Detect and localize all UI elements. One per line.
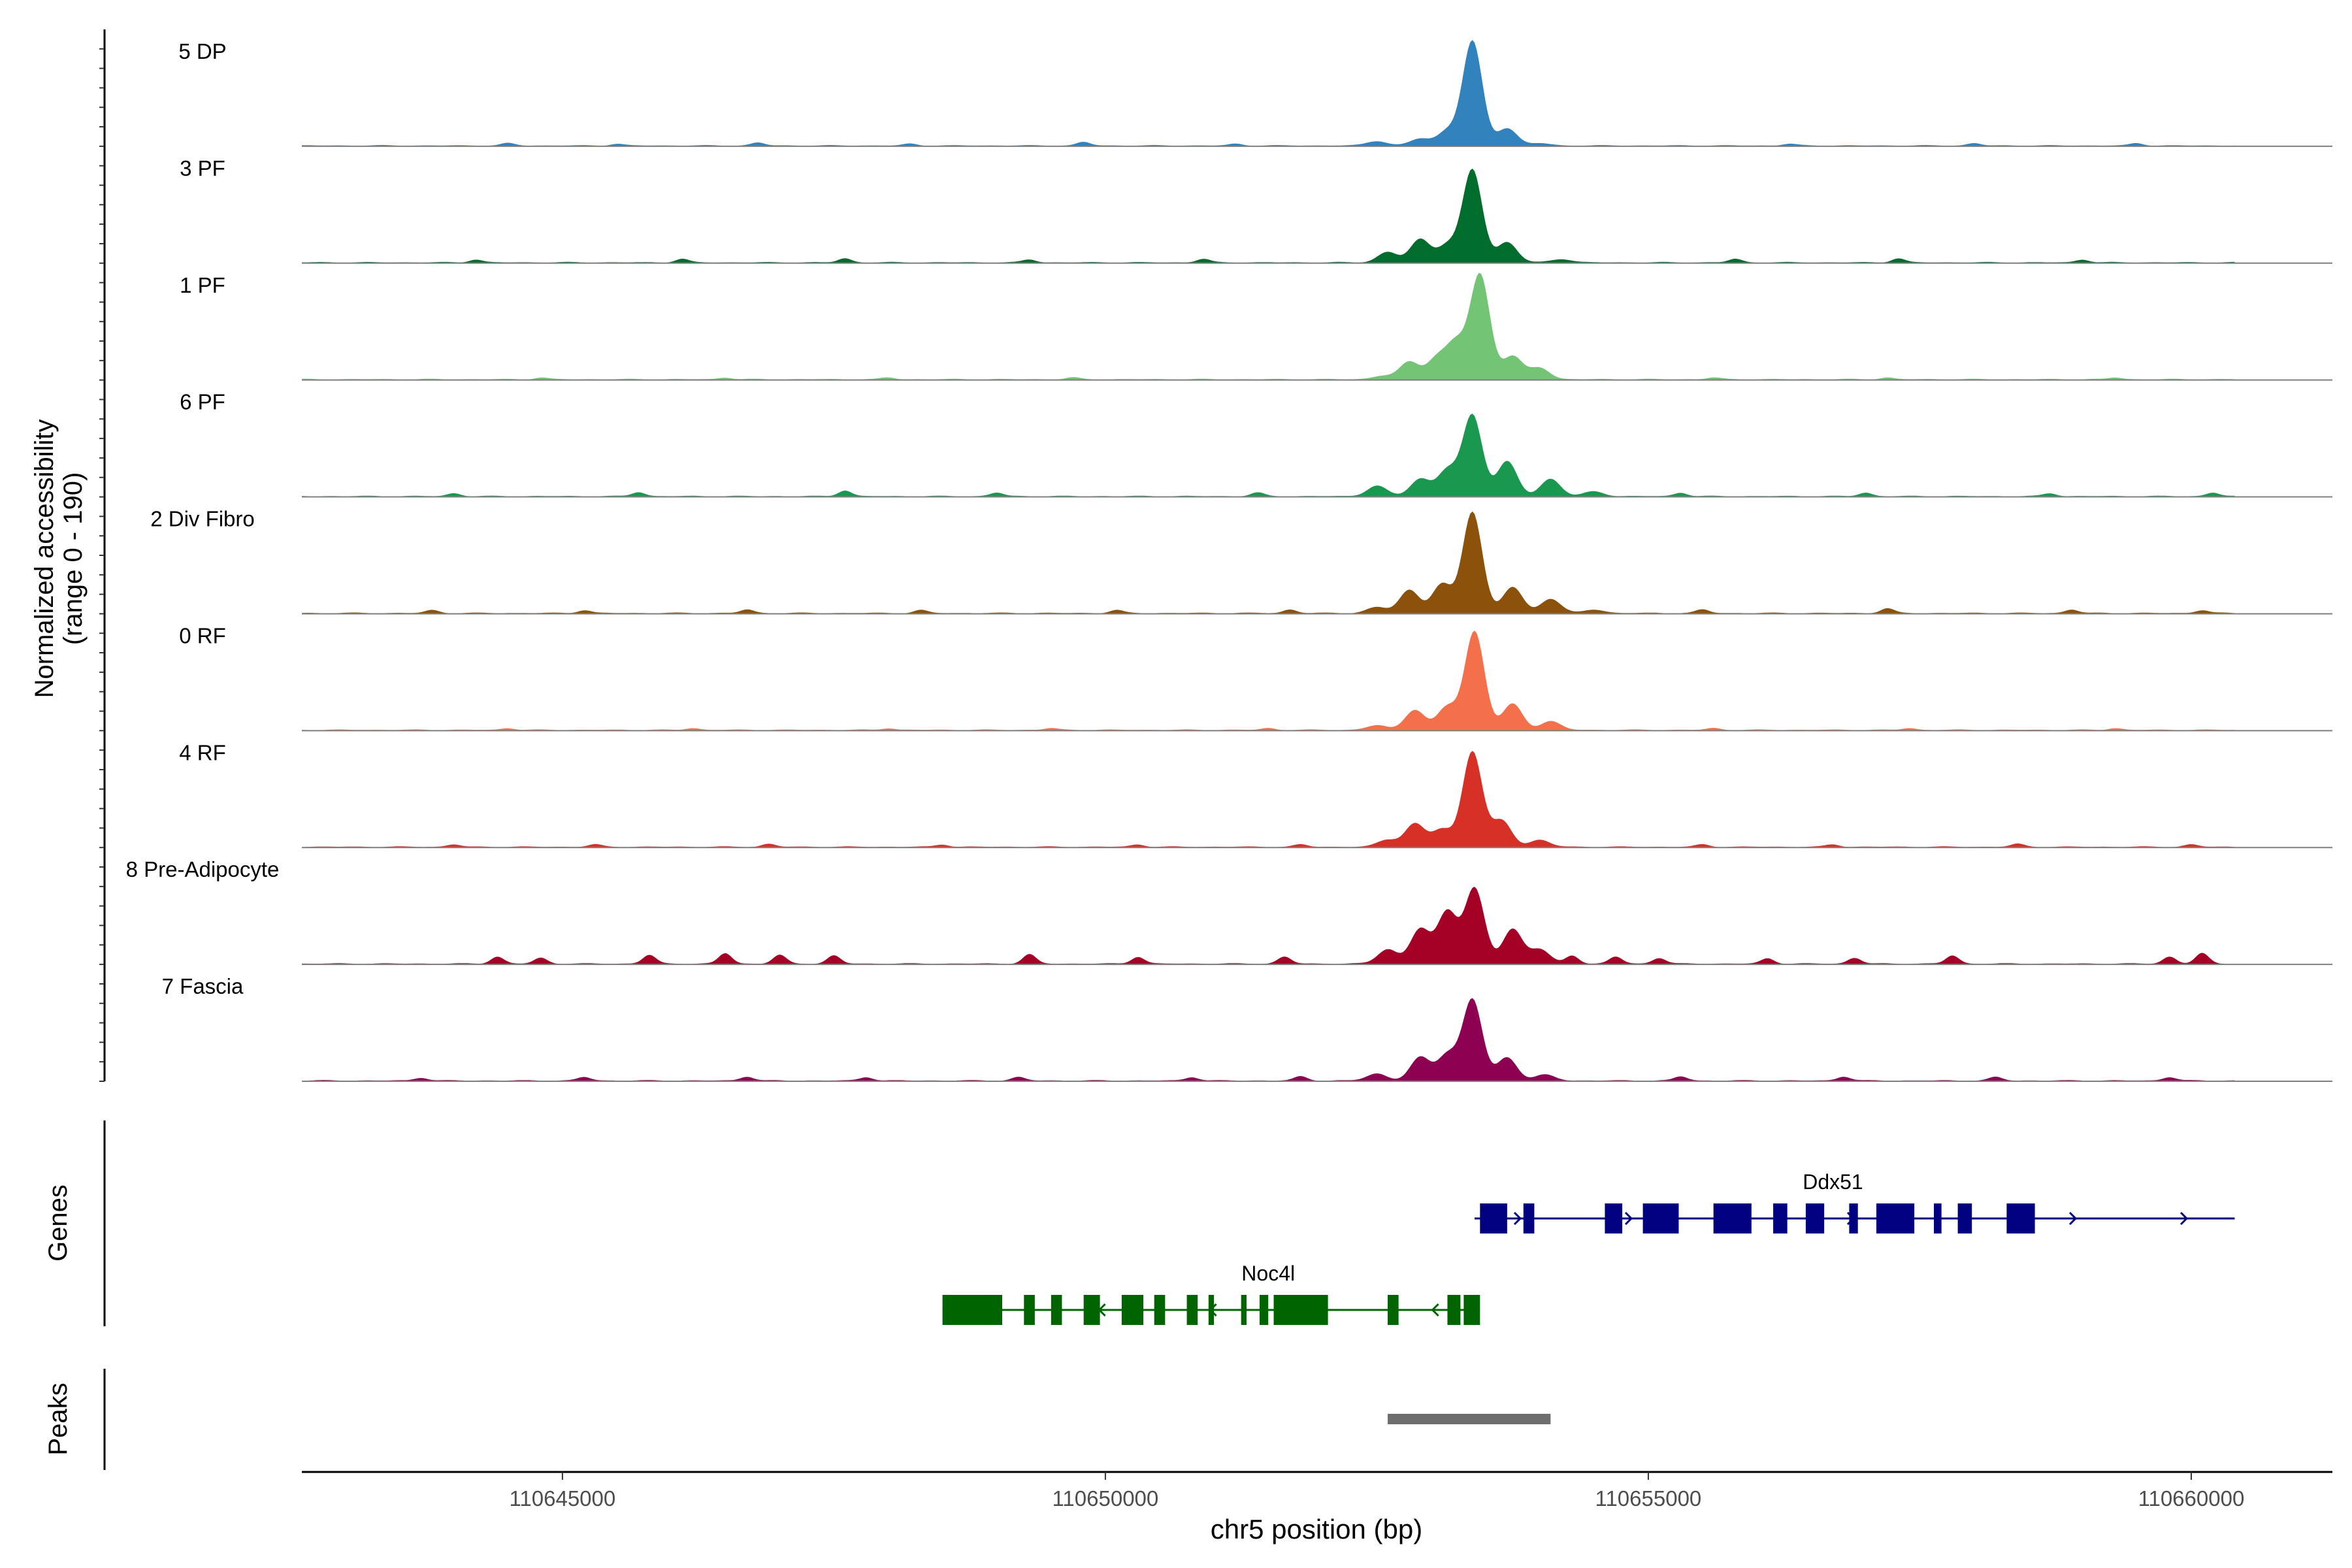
- track-label: 1 PF: [180, 273, 225, 297]
- gene-annotation-track: Ddx51 Noc4l: [942, 1170, 2235, 1325]
- coverage-tracks: 5 DP 3 PF 1 PF 6 PF 2 Div Fibro 0 RF 4 RF 8 Pre…: [126, 39, 2332, 1082]
- gene-exon: [1523, 1203, 1535, 1233]
- x-tick-label: 110660000: [2138, 1486, 2245, 1511]
- track-0-rf: 0 RF: [179, 623, 2332, 732]
- track-1-pf: 1 PF: [180, 272, 2332, 381]
- track-label: 4 RF: [179, 740, 226, 764]
- coverage-area: [302, 169, 2235, 263]
- gene-exon: [1463, 1295, 1480, 1325]
- track-label: 8 Pre-Adipocyte: [126, 857, 280, 881]
- track-3-pf: 3 PF: [180, 156, 2332, 264]
- gene-exon: [1957, 1203, 1972, 1233]
- coverage-area: [302, 40, 2235, 146]
- coverage-area: [302, 630, 2235, 731]
- gene-exon: [1051, 1295, 1062, 1325]
- track-label: 0 RF: [179, 623, 226, 647]
- gene-exon: [1154, 1295, 1166, 1325]
- strand-arrow: [1624, 1211, 1633, 1226]
- gene-noc4l: Noc4l: [942, 1262, 1480, 1325]
- strand-arrow: [1431, 1303, 1439, 1317]
- coverage-area: [302, 998, 2235, 1081]
- gene-exon: [1388, 1295, 1399, 1325]
- gene-exon: [1241, 1295, 1247, 1325]
- track-label: 7 Fascia: [162, 974, 244, 998]
- gene-exon: [1934, 1203, 1942, 1233]
- gene-label: Noc4l: [1241, 1262, 1295, 1285]
- coverage-area: [302, 414, 2235, 497]
- x-axis-label: chr5 position (bp): [1211, 1514, 1423, 1544]
- strand-arrow: [2180, 1211, 2189, 1226]
- track-label: 2 Div Fibro: [150, 507, 255, 531]
- gene-exon: [1642, 1203, 1679, 1233]
- track-label: 5 DP: [178, 39, 226, 63]
- track-label: 6 PF: [180, 390, 225, 414]
- strand-arrow: [1513, 1211, 1522, 1226]
- track-2-div-fibro: 2 Div Fibro: [150, 507, 2332, 615]
- gene-exon: [1259, 1295, 1269, 1325]
- coverage-area: [302, 887, 2235, 965]
- x-tick-label: 110645000: [510, 1486, 616, 1511]
- y-axis-label-line2: (range 0 - 190): [59, 472, 88, 645]
- tracks-y-axis-ticks: [99, 48, 105, 1082]
- peaks-track: [1388, 1414, 1551, 1424]
- gene-exon: [2006, 1203, 2035, 1233]
- gene-exon: [1447, 1295, 1461, 1325]
- gene-exon: [1024, 1295, 1035, 1325]
- track-4-rf: 4 RF: [179, 740, 2332, 849]
- track-5-dp: 5 DP: [178, 39, 2332, 147]
- gene-exon: [1083, 1295, 1100, 1325]
- genes-track-label: Genes: [44, 1184, 73, 1262]
- strand-arrow: [2068, 1211, 2078, 1226]
- gene-exon: [1480, 1203, 1507, 1233]
- gene-exon: [1208, 1295, 1215, 1325]
- coverage-area: [302, 511, 2235, 614]
- gene-exon: [1849, 1203, 1858, 1233]
- gene-exon: [1121, 1295, 1144, 1325]
- gene-exon: [1805, 1203, 1825, 1233]
- track-label: 3 PF: [180, 156, 225, 180]
- peaks-track-label: Peaks: [44, 1382, 73, 1455]
- y-axis-label-line1: Normalized accessibility: [30, 419, 59, 698]
- x-axis-ticks: 110645000 110650000 110655000 110660000: [510, 1472, 2245, 1511]
- track-6-pf: 6 PF: [180, 390, 2332, 498]
- gene-exon: [1773, 1203, 1788, 1233]
- track-7-fascia: 7 Fascia: [162, 974, 2332, 1082]
- gene-ddx51: Ddx51: [1474, 1170, 2235, 1233]
- gene-exon: [942, 1295, 1003, 1325]
- gene-label: Ddx51: [1803, 1170, 1863, 1194]
- x-tick-label: 110650000: [1053, 1486, 1159, 1511]
- gene-exon: [1876, 1203, 1915, 1233]
- peak-region: [1388, 1414, 1551, 1424]
- coverage-area: [302, 272, 2235, 380]
- track-8-pre-adipocyte: 8 Pre-Adipocyte: [126, 857, 2332, 966]
- gene-exon: [1713, 1203, 1752, 1233]
- coverage-area: [302, 751, 2235, 848]
- gene-exon: [1186, 1295, 1198, 1325]
- gene-exon: [1273, 1295, 1328, 1325]
- x-tick-label: 110655000: [1595, 1486, 1702, 1511]
- gene-exon: [1605, 1203, 1623, 1233]
